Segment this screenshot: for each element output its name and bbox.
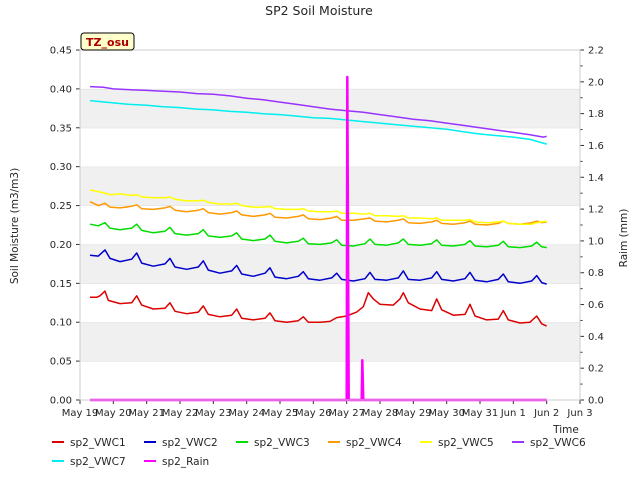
y2-tick-label: 0.6 bbox=[588, 300, 604, 311]
series-line-sp2-vwc2 bbox=[89, 249, 547, 285]
y-tick-label: 0.20 bbox=[50, 240, 72, 251]
grid-band bbox=[80, 88, 580, 128]
y-tick-label: 0.10 bbox=[50, 318, 72, 329]
legend-item: sp2_VWC2 bbox=[144, 437, 218, 449]
x-tick-label: May 24 bbox=[228, 408, 265, 419]
chart-title: SP2 Soil Moisture bbox=[265, 3, 373, 18]
x-tick-label: May 22 bbox=[162, 408, 199, 419]
y2-tick-label: 0.0 bbox=[588, 396, 604, 407]
y2-tick-label: 1.6 bbox=[588, 141, 604, 152]
series-line-sp2-vwc5 bbox=[89, 189, 547, 225]
legend-item: sp2_VWC5 bbox=[420, 437, 494, 449]
series-line-sp2-vwc4 bbox=[89, 201, 547, 226]
y2-tick-label: 0.8 bbox=[588, 268, 604, 279]
legend-item: sp2_VWC7 bbox=[52, 456, 126, 468]
y-axis-right: 0.0 0.2 0.4 0.6 0.8 1.0 1.2 1.4 1.6 1.8 2.0 2.2 bbox=[580, 46, 604, 407]
x-tick-label: Jun 1 bbox=[500, 408, 526, 419]
legend-item: sp2_VWC6 bbox=[512, 437, 586, 449]
grid-band bbox=[80, 283, 580, 323]
x-tick-label: May 19 bbox=[62, 408, 99, 419]
y-axis-left: 0.00 0.05 0.10 0.15 0.20 0.25 0.30 0.35 0.40 0.45 bbox=[50, 46, 80, 407]
legend-label: sp2_VWC2 bbox=[162, 437, 218, 449]
y2-tick-label: 0.2 bbox=[588, 364, 604, 375]
legend-label: sp2_Rain bbox=[162, 456, 209, 468]
y2-tick-label: 1.4 bbox=[588, 173, 604, 184]
legend-item: sp2_VWC3 bbox=[236, 437, 310, 449]
x-tick-label: May 25 bbox=[262, 408, 299, 419]
legend-label: sp2_VWC4 bbox=[346, 437, 402, 449]
legend-label: sp2_VWC5 bbox=[438, 437, 494, 449]
grid-band bbox=[80, 127, 580, 167]
legend-item: sp2_Rain bbox=[144, 456, 209, 468]
legend-label: sp2_VWC1 bbox=[70, 437, 126, 449]
plot-frame bbox=[79, 49, 581, 401]
y2-tick-label: 2.2 bbox=[588, 46, 604, 57]
x-tick-label: May 31 bbox=[462, 408, 499, 419]
x-tick-label: May 21 bbox=[128, 408, 165, 419]
grid-band bbox=[80, 166, 580, 206]
x-tick-label: Jun 2 bbox=[533, 408, 559, 419]
y-tick-label: 0.35 bbox=[50, 123, 72, 134]
legend: sp2_VWC1 sp2_VWC2 sp2_VWC3 sp2_VWC4 sp2_VWC5… bbox=[52, 437, 586, 468]
x-tick-label: May 29 bbox=[395, 408, 432, 419]
x-tick-label: May 28 bbox=[362, 408, 399, 419]
y-tick-label: 0.00 bbox=[50, 396, 72, 407]
legend-label: sp2_VWC3 bbox=[254, 437, 310, 449]
grid-band bbox=[80, 361, 580, 400]
y2-tick-label: 0.4 bbox=[588, 332, 604, 343]
x-tick-label: May 23 bbox=[195, 408, 232, 419]
y2-tick-label: 1.0 bbox=[588, 236, 604, 247]
y-axis-label: Soil Moisture (m3/m3) bbox=[9, 168, 21, 284]
x-tick-label: May 30 bbox=[428, 408, 465, 419]
y-tick-label: 0.45 bbox=[50, 46, 72, 57]
grid-band bbox=[80, 50, 580, 89]
series-line-sp2-vwc7 bbox=[89, 99, 547, 145]
series-line-sp2-vwc1 bbox=[90, 290, 548, 327]
x-tick-label: May 20 bbox=[95, 408, 132, 419]
x-tick-label: Jun 3 bbox=[566, 408, 592, 419]
grid-band bbox=[80, 322, 580, 362]
y-tick-label: 0.25 bbox=[50, 201, 72, 212]
y2-tick-label: 1.2 bbox=[588, 205, 604, 216]
y-tick-label: 0.30 bbox=[50, 162, 72, 173]
x-tick-label: May 27 bbox=[328, 408, 365, 419]
y-tick-label: 0.15 bbox=[50, 279, 72, 290]
annotation-label: TZ_osu bbox=[86, 36, 129, 49]
y2-axis-label: Raim (mm) bbox=[618, 209, 630, 268]
y-tick-label: 0.40 bbox=[50, 84, 72, 95]
legend-label: sp2_VWC6 bbox=[530, 437, 586, 449]
series-line-sp2-vwc3 bbox=[89, 221, 547, 249]
y2-tick-label: 1.8 bbox=[588, 109, 604, 120]
plot-background-bands bbox=[80, 49, 580, 400]
legend-label: sp2_VWC7 bbox=[70, 456, 126, 468]
series-line-sp2-vwc6 bbox=[89, 85, 547, 138]
annotation-box: TZ_osu bbox=[80, 32, 135, 51]
legend-item: sp2_VWC4 bbox=[328, 437, 402, 449]
legend-item: sp2_VWC1 bbox=[52, 437, 126, 449]
y-tick-label: 0.05 bbox=[50, 357, 72, 368]
x-axis-label: Time bbox=[552, 424, 579, 436]
x-tick-label: May 26 bbox=[295, 408, 332, 419]
y2-tick-label: 2.0 bbox=[588, 77, 604, 88]
